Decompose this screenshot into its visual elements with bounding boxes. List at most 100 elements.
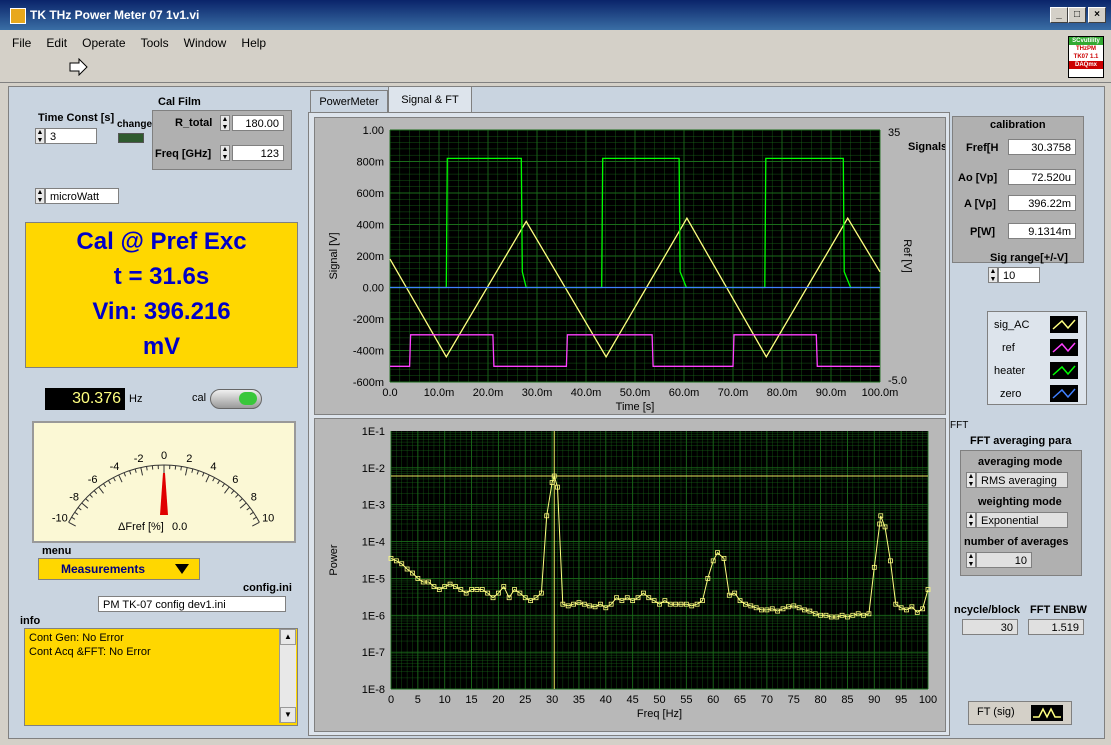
hz-unit: Hz — [129, 393, 143, 405]
fft-point — [581, 601, 587, 607]
freq-ghz-spinner[interactable]: ▲ ▼ — [220, 145, 230, 161]
fft-point — [877, 521, 883, 527]
menu-tools[interactable]: Tools — [140, 36, 169, 50]
x-tick-label: 40.0m — [571, 387, 602, 399]
fft-point — [404, 566, 410, 572]
x-tick-label: 45 — [627, 694, 639, 706]
x-tick-label: 30.0m — [522, 387, 553, 399]
sig-range-spinner[interactable]: ▲ ▼ — [988, 267, 998, 283]
badge-line: THzPM — [1076, 46, 1096, 52]
meter-tick — [249, 511, 254, 515]
scroll-down-icon[interactable]: ▼ — [280, 707, 296, 723]
run-arrow-icon[interactable] — [68, 58, 88, 76]
ao-label: Ao [Vp] — [958, 172, 998, 184]
fft-point — [878, 513, 884, 519]
scroll-up-icon[interactable]: ▲ — [280, 629, 296, 645]
measurements-menu[interactable]: Measurements — [38, 558, 200, 580]
config-ini-path[interactable]: PM TK-07 config dev1.ini — [98, 596, 286, 612]
meter-tick — [239, 502, 247, 509]
menu-label: menu — [42, 545, 72, 557]
fft-chart-frame: 0 5 10 15 20 25 30 35 40 45 50 55 60 65 70 75 80 85 90 95 10… — [314, 418, 946, 732]
fft-point — [710, 558, 716, 564]
avg-mode-spinner[interactable]: ▲ ▼ — [966, 472, 976, 488]
meter-tick — [77, 507, 82, 511]
weight-mode-spinner[interactable]: ▲ ▼ — [966, 512, 976, 528]
unit-ring-spinner[interactable]: ▲ ▼ — [35, 188, 45, 204]
sig-range-input[interactable]: 10 — [998, 267, 1040, 283]
sig-range-label: Sig range[+/-V] — [990, 252, 1068, 264]
series-fft — [390, 474, 929, 618]
p-value: 9.1314m — [1008, 223, 1076, 239]
menu-operate[interactable]: Operate — [82, 36, 126, 50]
meter-tick — [81, 502, 89, 509]
r-total-spinner[interactable]: ▲ ▼ — [220, 115, 230, 131]
info-textbox[interactable]: Cont Gen: No Error Cont Acq &FFT: No Err… — [24, 628, 298, 726]
fft-point — [920, 606, 926, 612]
fft-chart[interactable]: 0 5 10 15 20 25 30 35 40 45 50 55 60 65 70 75 80 85 90 95 10… — [315, 419, 945, 731]
menu-edit[interactable]: Edit — [46, 36, 68, 50]
menu-file[interactable]: File — [12, 36, 32, 50]
info-scrollbar[interactable]: ▲ ▼ — [279, 629, 296, 723]
meter-tick — [71, 516, 76, 520]
meter-tick — [113, 477, 116, 482]
x-tick-label: 15 — [465, 694, 477, 706]
p-label: P[W] — [970, 226, 996, 238]
minimize-button[interactable]: _ — [1050, 7, 1068, 23]
enbw-label: FFT ENBW — [1030, 604, 1087, 616]
fft-point — [705, 576, 711, 581]
fft-point — [630, 598, 636, 604]
meter-tick-label: 6 — [232, 474, 238, 486]
fft-point — [689, 603, 695, 609]
tab-powermeter[interactable]: PowerMeter — [310, 90, 388, 113]
fft-point — [882, 524, 888, 530]
fft-point — [640, 590, 646, 596]
fref-value: 30.3758 — [1008, 139, 1076, 155]
maximize-button[interactable]: □ — [1068, 7, 1086, 23]
fft-point — [764, 607, 770, 613]
meter-tick — [201, 472, 205, 477]
weight-mode-ring[interactable]: Exponential — [976, 512, 1068, 528]
x-tick-label: 80 — [814, 694, 826, 706]
fft-point — [619, 598, 625, 604]
fft-point — [812, 611, 818, 617]
fft-point — [522, 595, 528, 601]
meter-tick — [224, 486, 230, 494]
legend-swatch-ref[interactable] — [1050, 339, 1078, 356]
fft-point — [453, 584, 458, 590]
legend-swatch-zero[interactable] — [1050, 385, 1078, 402]
meter-tick — [230, 490, 235, 495]
a-value: 396.22m — [1008, 195, 1076, 211]
meter-tick — [252, 516, 257, 520]
fft-point — [614, 595, 619, 601]
y-tick-label: -600m — [353, 377, 384, 389]
tab-signal-ft[interactable]: Signal & FT — [388, 86, 472, 113]
time-const-input[interactable]: 3 — [45, 128, 97, 144]
fft-point — [839, 612, 845, 618]
r-total-input[interactable]: 180.00 — [232, 115, 284, 131]
x-tick-label: 100 — [919, 694, 937, 706]
meter-value: 0.0 — [172, 521, 188, 533]
close-button[interactable]: × — [1088, 7, 1106, 23]
menu-help[interactable]: Help — [241, 36, 267, 50]
cal-toggle[interactable] — [210, 389, 262, 409]
series-ref — [390, 334, 880, 367]
fft-point — [490, 595, 496, 601]
avg-mode-ring[interactable]: RMS averaging — [976, 472, 1068, 488]
menu-window[interactable]: Window — [183, 36, 227, 50]
legend-swatch-heater[interactable] — [1050, 362, 1078, 379]
time-const-spinner[interactable]: ▲ ▼ — [35, 128, 45, 144]
signals-chart[interactable]: 0.0 10.0m 20.0m 30.0m 40.0m 50.0m 60.0m 70.0m 80… — [315, 118, 945, 414]
legend-swatch-sig-ac[interactable] — [1050, 316, 1078, 333]
fft-point — [479, 587, 485, 592]
fft-point — [646, 595, 652, 601]
ft-sig-button[interactable]: FT (sig) — [968, 701, 1072, 725]
freq-ghz-input[interactable]: 123 — [232, 145, 284, 161]
meter-tick — [118, 474, 123, 483]
meter-tick-label: -10 — [52, 513, 68, 525]
unit-ring[interactable]: microWatt — [45, 188, 119, 204]
y-tick-label: 1E-1 — [362, 426, 385, 438]
num-averages-input[interactable]: 10 — [976, 552, 1032, 568]
meter-tick-label: -6 — [88, 474, 98, 486]
num-averages-spinner[interactable]: ▲ ▼ — [966, 552, 976, 568]
fft-point — [495, 590, 501, 596]
